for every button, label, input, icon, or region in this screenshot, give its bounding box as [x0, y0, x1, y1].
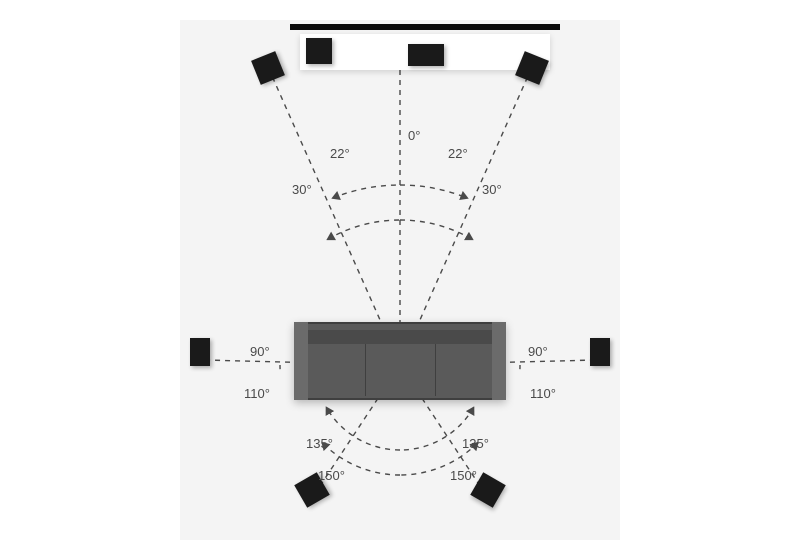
angle-label-sl_90: 90°: [250, 344, 270, 359]
sofa-cushion-1: [365, 344, 366, 396]
angle-label-fr_30: 30°: [482, 182, 502, 197]
speaker-front-left: [251, 51, 285, 85]
room-container: 0° 22° 30° 22° 30° 90° 110° 90° 110° 135° 150° 135°…: [180, 20, 620, 540]
angle-label-fl_30: 30°: [292, 182, 312, 197]
angle-label-sr_90: 90°: [528, 344, 548, 359]
angle-label-rr_135: 135°: [462, 436, 489, 451]
angle-label-sl_110: 110°: [244, 386, 270, 401]
guide-lines: [180, 20, 620, 540]
tv-bar: [290, 24, 560, 30]
subwoofer: [306, 38, 332, 64]
speaker-side-left: [190, 338, 210, 366]
sofa-arm-left: [294, 322, 308, 400]
angle-label-angle_0: 0°: [408, 128, 420, 143]
angle-label-rl_150: 150°: [318, 468, 345, 483]
sofa: [294, 322, 506, 400]
sofa-cushion-2: [435, 344, 436, 396]
angle-label-rl_135: 135°: [306, 436, 333, 451]
sofa-arm-right: [492, 322, 506, 400]
angle-label-sr_110: 110°: [530, 386, 556, 401]
angle-label-fr_22: 22°: [448, 146, 468, 161]
center-speaker: [408, 44, 444, 66]
angle-label-rr_150: 150°: [450, 468, 477, 483]
sofa-back: [308, 330, 492, 344]
angle-label-fl_22: 22°: [330, 146, 350, 161]
speaker-side-right: [590, 338, 610, 366]
